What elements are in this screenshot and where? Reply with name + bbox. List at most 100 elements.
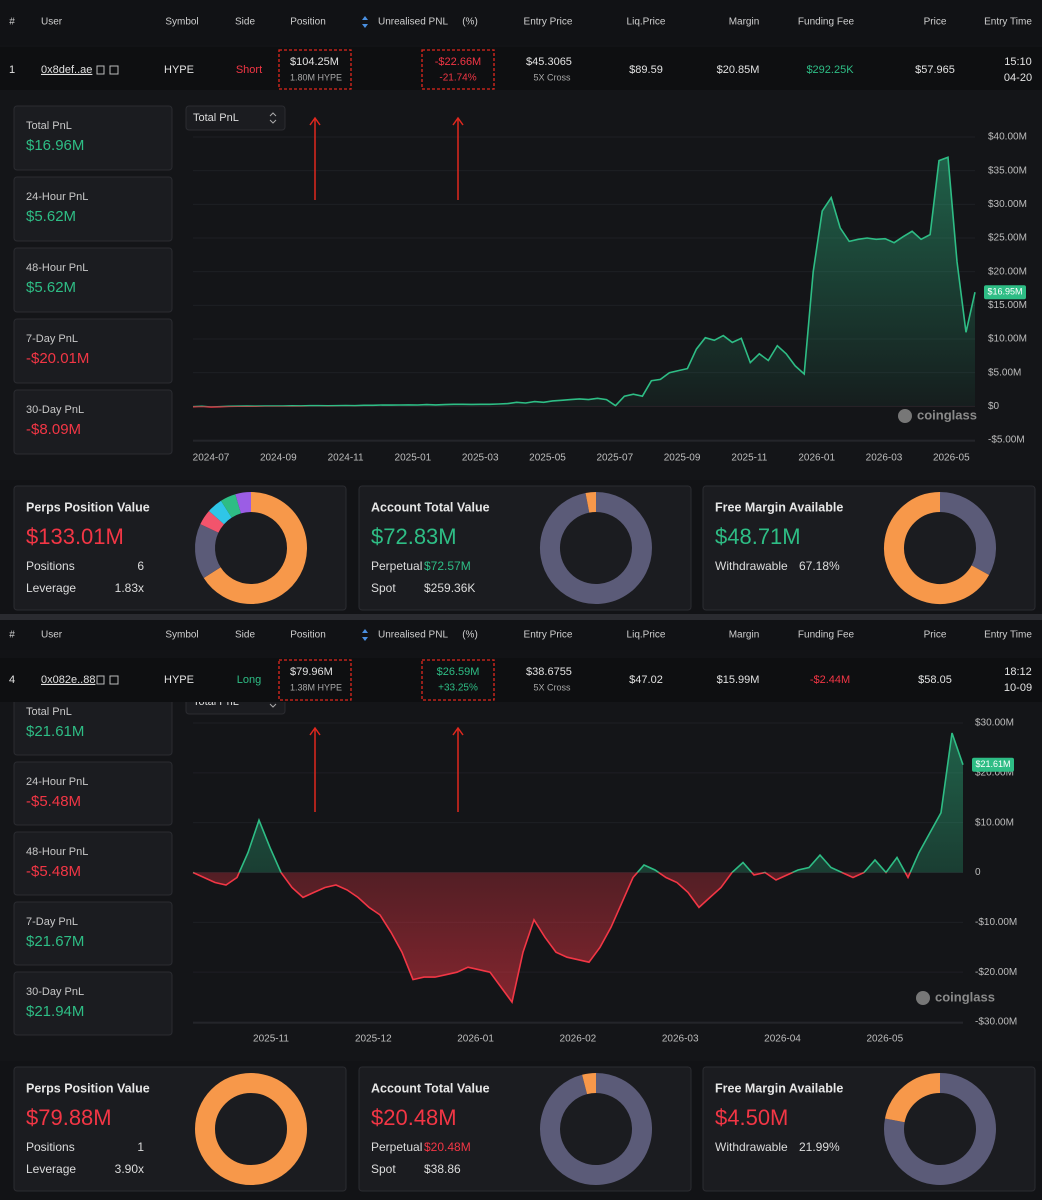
column-header: User — [41, 630, 63, 641]
card-row-label: Leverage — [26, 581, 76, 595]
x-tick-label: 2025-11 — [731, 453, 767, 464]
column-header: Entry Time — [984, 17, 1032, 28]
cell-user[interactable]: 0x082e..88 — [41, 674, 95, 686]
watermark-icon — [898, 409, 912, 423]
cell-index: 4 — [9, 674, 15, 686]
x-tick-label: 2024-07 — [193, 453, 230, 464]
watermark-icon — [916, 991, 930, 1005]
cell-position: $79.96M — [290, 666, 333, 678]
cell-entry-price: $38.6755 — [526, 666, 572, 678]
stat-label: 30-Day PnL — [26, 986, 84, 998]
stat-value: -$20.01M — [26, 350, 89, 367]
sort-icon — [362, 629, 368, 641]
stat-label: 48-Hour PnL — [26, 262, 88, 274]
column-header: Unrealised PNL — [378, 630, 448, 641]
column-header: Liq.Price — [627, 17, 666, 28]
x-tick-label: 2024-11 — [328, 453, 364, 464]
table-header — [0, 0, 1042, 45]
card-row-label: Spot — [371, 1162, 396, 1176]
cell-symbol: HYPE — [164, 64, 194, 76]
cell-entry-price: $45.3065 — [526, 56, 572, 68]
stat-value: $21.94M — [26, 1003, 84, 1020]
card-row-label: Leverage — [26, 1162, 76, 1176]
cell-liq-price: $47.02 — [629, 674, 663, 686]
donut-segment — [540, 1073, 653, 1185]
annotation-box — [421, 49, 495, 90]
pnl-selector-label: Total PnL — [193, 112, 239, 124]
column-header: Symbol — [165, 17, 198, 28]
copy-icon[interactable] — [96, 65, 105, 75]
x-tick-label: 2026-05 — [866, 1034, 903, 1045]
pnl-selector[interactable] — [185, 105, 286, 131]
column-header: Side — [235, 17, 255, 28]
donut-segment — [582, 1073, 597, 1095]
y-tick-label: -$20.00M — [975, 967, 1017, 978]
x-tick-label: 2024-09 — [260, 453, 297, 464]
x-tick-label: 2025-03 — [462, 453, 499, 464]
card-value: $48.71M — [715, 524, 801, 549]
current-value-label: $16.95M — [987, 287, 1022, 297]
pnl-line-negative — [192, 872, 912, 1004]
column-header: (%) — [462, 17, 478, 28]
x-tick-label: 2026-03 — [866, 453, 903, 464]
x-tick-label: 2026-02 — [560, 1034, 597, 1045]
x-tick-label: 2026-03 — [662, 1034, 699, 1045]
cell-entry-date: 10-09 — [1004, 682, 1032, 694]
column-header: Funding Fee — [798, 17, 855, 28]
y-tick-label: $25.00M — [988, 233, 1027, 244]
stat-label: 30-Day PnL — [26, 404, 84, 416]
column-header: Price — [924, 630, 947, 641]
stat-value: $5.62M — [26, 208, 76, 225]
cell-position: $104.25M — [290, 56, 339, 68]
stat-label: 24-Hour PnL — [26, 776, 88, 788]
cell-funding-fee: -$2.44M — [810, 674, 850, 686]
y-tick-label: $0 — [988, 401, 1000, 412]
card-row-value: 1.83x — [115, 581, 144, 595]
summary-card — [13, 485, 347, 611]
column-header: # — [9, 17, 15, 28]
edit-icon[interactable] — [109, 675, 119, 685]
separator — [0, 614, 1042, 620]
summary-card — [358, 485, 692, 611]
x-tick-label: 2025-11 — [253, 1034, 289, 1045]
card-row-label: Perpetual — [371, 559, 422, 573]
cell-side: Short — [236, 64, 262, 76]
card-title: Free Margin Available — [715, 1081, 843, 1095]
column-header: Margin — [729, 17, 760, 28]
cell-leverage: 5X Cross — [533, 72, 571, 82]
annotation-arrowhead — [309, 726, 321, 736]
stat-label: 24-Hour PnL — [26, 191, 88, 203]
y-tick-label: $20.00M — [975, 767, 1014, 778]
column-header: (%) — [462, 630, 478, 641]
y-tick-label: -$30.00M — [975, 1017, 1017, 1028]
card-row-label: Spot — [371, 581, 396, 595]
edit-icon[interactable] — [109, 65, 119, 75]
donut-segment — [220, 494, 242, 518]
stat-value: $16.96M — [26, 137, 84, 154]
stat-value: $21.61M — [26, 723, 84, 740]
card-row-value: 21.99% — [799, 1140, 840, 1154]
donut-segment — [884, 1073, 996, 1185]
stat-value: $5.62M — [26, 279, 76, 296]
y-tick-label: $5.00M — [988, 367, 1021, 378]
column-header: User — [41, 17, 63, 28]
current-value-badge — [972, 757, 1014, 772]
stat-card — [13, 971, 173, 1036]
card-row-label: Positions — [26, 1140, 75, 1154]
donut-segment — [585, 491, 597, 513]
annotation-arrowhead — [452, 116, 464, 126]
selector-caret — [269, 112, 277, 124]
stat-value: -$5.48M — [26, 863, 81, 880]
pnl-line-positive — [192, 156, 976, 407]
x-tick-label: 2025-07 — [596, 453, 633, 464]
copy-icon[interactable] — [96, 675, 105, 685]
cell-user[interactable]: 0x8def..ae — [41, 64, 92, 76]
donut-segment — [195, 524, 221, 579]
stat-card — [13, 761, 173, 826]
column-header: Side — [235, 630, 255, 641]
stat-label: Total PnL — [26, 120, 72, 132]
card-row-value: $20.48M — [424, 1140, 471, 1154]
y-tick-label: $35.00M — [988, 165, 1027, 176]
card-title: Account Total Value — [371, 500, 490, 514]
